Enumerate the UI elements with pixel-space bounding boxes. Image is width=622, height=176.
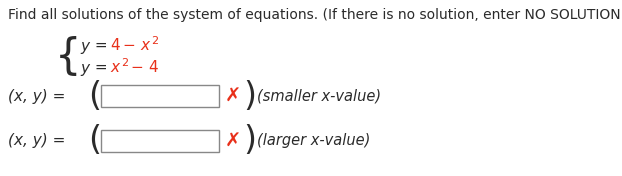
Text: (: ( [88, 80, 101, 112]
Text: −: − [130, 61, 143, 76]
Text: Find all solutions of the system of equations. (If there is no solution, enter N: Find all solutions of the system of equa… [8, 8, 622, 22]
Text: =: = [90, 61, 108, 76]
Text: (smaller x-value): (smaller x-value) [257, 89, 381, 103]
Text: 4: 4 [110, 39, 119, 54]
Text: 2: 2 [151, 36, 158, 46]
Text: (x, y) =: (x, y) = [8, 89, 65, 103]
Text: {: { [55, 36, 81, 78]
Text: x: x [140, 39, 149, 54]
Text: ✗: ✗ [225, 86, 241, 105]
Text: ✗: ✗ [225, 131, 241, 150]
Text: x: x [110, 61, 119, 76]
Text: 2: 2 [121, 58, 128, 68]
Text: y: y [80, 61, 89, 76]
Text: (larger x-value): (larger x-value) [257, 134, 370, 149]
FancyBboxPatch shape [101, 130, 219, 152]
Text: (: ( [88, 124, 101, 158]
Text: ): ) [243, 80, 256, 112]
Text: ): ) [243, 124, 256, 158]
Text: (x, y) =: (x, y) = [8, 134, 65, 149]
FancyBboxPatch shape [101, 85, 219, 107]
Text: 4: 4 [148, 61, 157, 76]
Text: =: = [90, 39, 108, 54]
Text: y: y [80, 39, 89, 54]
Text: −: − [122, 39, 135, 54]
